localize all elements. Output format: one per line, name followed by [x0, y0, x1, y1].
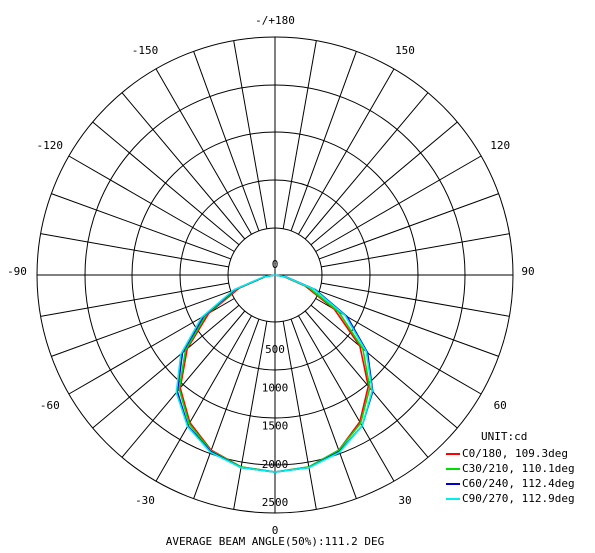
series-curve	[179, 274, 370, 473]
grid-spoke	[290, 51, 357, 232]
angle-label: 150	[395, 44, 415, 57]
angle-label: 90	[521, 265, 534, 278]
radial-label: 0	[272, 258, 279, 271]
grid-spoke	[315, 155, 482, 252]
grid-spoke	[121, 310, 246, 458]
grid-spoke	[298, 315, 395, 482]
legend-entry: C0/180, 109.3deg	[462, 447, 568, 460]
grid-spoke	[51, 290, 232, 357]
grid-spoke	[121, 92, 246, 240]
grid-spoke	[233, 321, 268, 510]
angle-label: -/+180	[255, 14, 295, 27]
label-layer: -/+180 150 120 90 60 30 0 -30 -60 -90 -120 -150 0 500…	[7, 14, 535, 537]
grid-spoke	[51, 193, 232, 260]
grid-spoke	[318, 193, 499, 260]
beam-angle-caption: AVERAGE BEAM ANGLE(50%):111.2 DEG	[166, 535, 385, 548]
legend-entry: C90/270, 112.9deg	[462, 492, 575, 505]
grid-spoke	[290, 318, 357, 499]
grid-spoke	[321, 233, 510, 268]
grid-spoke	[282, 40, 317, 229]
grid-spoke	[155, 68, 252, 235]
grid-spoke	[282, 321, 317, 510]
grid-spoke	[40, 282, 229, 317]
angle-label: 30	[398, 494, 411, 507]
grid-spoke	[193, 51, 260, 232]
angle-label: -60	[40, 399, 60, 412]
grid-spoke	[298, 68, 395, 235]
legend: UNIT:cd C0/180, 109.3deg C30/210, 110.1de…	[446, 430, 575, 505]
grid-spoke	[321, 282, 510, 317]
grid-spoke	[193, 318, 260, 499]
angle-label: 60	[494, 399, 507, 412]
angle-label: -150	[132, 44, 159, 57]
grid-spoke	[310, 121, 458, 246]
angle-label: 120	[490, 139, 510, 152]
grid-spoke	[304, 92, 429, 240]
grid-spoke	[155, 315, 252, 482]
angle-label: -120	[37, 139, 64, 152]
series-curve	[175, 274, 374, 473]
grid-spoke	[68, 155, 235, 252]
unit-label: UNIT:cd	[481, 430, 527, 443]
grid-spoke	[315, 298, 482, 395]
grid-spoke	[304, 310, 429, 458]
radial-label: 2000	[262, 458, 289, 471]
radial-label: 2500	[262, 496, 289, 509]
radial-label: 1500	[262, 420, 289, 433]
legend-entry: C30/210, 110.1deg	[462, 462, 575, 475]
series-layer	[175, 274, 374, 473]
grid-spoke	[310, 304, 458, 429]
radial-label: 1000	[262, 381, 289, 394]
legend-entry: C60/240, 112.4deg	[462, 477, 575, 490]
grid-spoke	[233, 40, 268, 229]
angle-label: -30	[135, 494, 155, 507]
angle-label: -90	[7, 265, 27, 278]
grid-spoke	[92, 304, 240, 429]
grid-spoke	[40, 233, 229, 268]
grid-spoke	[318, 290, 499, 357]
radial-label: 500	[265, 343, 285, 356]
angle-label: 0	[272, 524, 279, 537]
grid-spoke	[92, 121, 240, 246]
polar-grid	[36, 36, 514, 514]
